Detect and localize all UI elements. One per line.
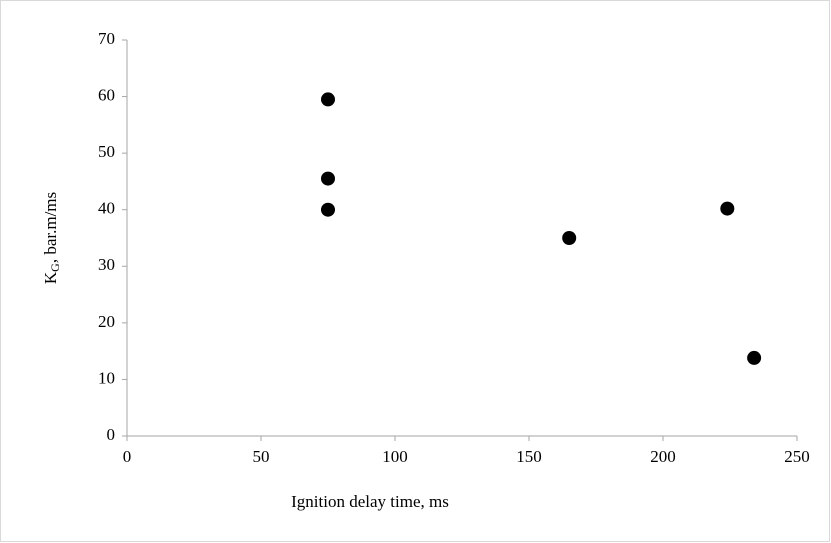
x-tick-label: 150 [516,447,542,466]
y-axis-label: KG, bar.m/ms [41,192,62,284]
point [720,201,735,216]
x-tick-label: 50 [253,447,270,466]
point [747,350,762,365]
x-axis-label: Ignition delay time, ms [291,492,449,511]
x-tick-label: 0 [123,447,132,466]
point [321,202,335,217]
point [321,92,335,107]
y-tick-label: 30 [98,255,115,274]
x-tick-label: 250 [784,447,810,466]
y-tick-label: 0 [107,425,116,444]
x-tick-label: 200 [650,447,676,466]
y-tick-label: 50 [98,142,115,161]
y-tick-label: 20 [98,312,115,331]
point [321,171,335,186]
point [562,231,577,245]
y-tick-label: 60 [98,85,115,104]
y-label-sub: G [48,263,62,272]
y-tick-label: 70 [98,29,115,48]
x-tick-label: 100 [382,447,408,466]
y-label-rest: , bar.m/ms [41,192,60,263]
y-tick-label: 10 [98,368,115,387]
y-label-main: K [41,271,60,284]
y-tick-label: 40 [98,199,115,218]
